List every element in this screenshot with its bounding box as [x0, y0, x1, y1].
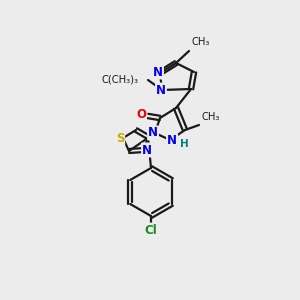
Text: CH₃: CH₃ — [191, 37, 209, 47]
Text: N: N — [156, 83, 166, 97]
Text: N: N — [148, 127, 158, 140]
Text: N: N — [167, 134, 177, 146]
Text: Cl: Cl — [145, 224, 158, 236]
Text: H: H — [180, 139, 188, 149]
Text: CH₃: CH₃ — [201, 112, 219, 122]
Text: S: S — [116, 131, 124, 145]
Text: N: N — [153, 65, 163, 79]
Text: N: N — [142, 143, 152, 157]
Text: O: O — [136, 109, 146, 122]
Text: C(CH₃)₃: C(CH₃)₃ — [101, 75, 138, 85]
